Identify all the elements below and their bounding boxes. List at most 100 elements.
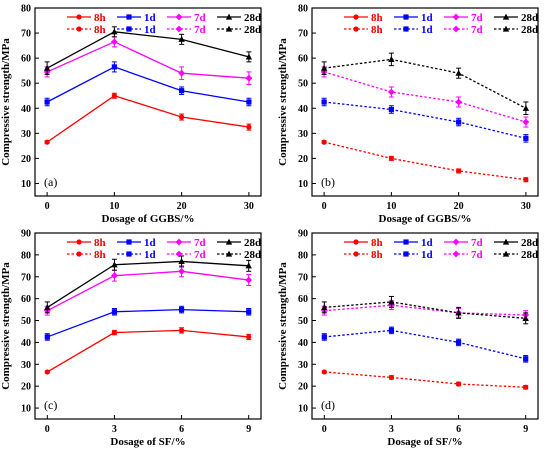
- data-point-1d: [111, 309, 118, 315]
- legend-marker-7d: [452, 13, 460, 21]
- legend-marker-1d: [126, 239, 132, 245]
- legend-label-28d: 28d: [244, 12, 261, 24]
- legend-label-1d: 1d: [144, 237, 156, 249]
- y-tick-label: 80: [298, 4, 308, 15]
- x-tick-label: 6: [456, 424, 461, 435]
- legend-label-7d: 7d: [194, 12, 206, 24]
- y-axis-title: Compressive strength/MPa: [277, 38, 289, 166]
- legend-marker-28d: [502, 238, 510, 245]
- x-tick-label: 30: [521, 201, 531, 212]
- legend-marker-1d: [126, 14, 132, 20]
- x-tick-label: 0: [322, 201, 327, 212]
- legend-label-8h: 8h: [94, 24, 106, 36]
- plot-frame: [34, 7, 262, 197]
- y-tick-label: 80: [21, 250, 31, 261]
- data-point-1d: [111, 64, 117, 70]
- legend-marker-8h: [353, 14, 359, 20]
- y-tick-label: 70: [298, 29, 308, 40]
- data-point-7d: [245, 276, 253, 284]
- data-point-28d: [455, 69, 462, 76]
- legend-marker-8h: [76, 26, 82, 32]
- y-tick-label: 80: [21, 4, 31, 15]
- y-tick-label: 30: [298, 360, 308, 371]
- legend-label-8h: 8h: [371, 249, 383, 261]
- y-tick-label: 60: [21, 294, 31, 305]
- data-point-28d: [111, 261, 118, 268]
- data-point-28d: [245, 262, 252, 269]
- series-line-7d: [47, 270, 249, 312]
- data-point-8h: [44, 369, 50, 375]
- legend-label-1d: 1d: [421, 237, 433, 249]
- panel-label: (a): [44, 175, 57, 189]
- series-line-8h: [323, 141, 526, 181]
- series-line-1d: [46, 66, 250, 103]
- y-tick-label: 10: [298, 179, 308, 190]
- x-tick-label: 3: [112, 424, 117, 435]
- y-tick-label: 50: [21, 79, 31, 90]
- legend-label-28d: 28d: [521, 249, 538, 261]
- legend-marker-8h: [353, 239, 359, 245]
- legend-label-7d: 7d: [194, 237, 206, 249]
- legend-label-7d: 7d: [471, 237, 483, 249]
- legend-label-7d: 7d: [471, 12, 483, 24]
- legend-label-8h: 8h: [94, 237, 106, 249]
- legend-label-7d: 7d: [194, 24, 206, 36]
- y-tick-label: 80: [298, 250, 308, 261]
- data-point-28d: [455, 309, 462, 316]
- data-point-7d: [522, 118, 530, 126]
- legend-label-7d: 7d: [471, 24, 483, 36]
- data-point-7d: [245, 74, 253, 82]
- legend-marker-8h: [353, 26, 359, 32]
- data-point-1d: [523, 356, 529, 362]
- y-tick-label: 40: [21, 338, 31, 349]
- y-tick-label: 40: [298, 338, 308, 349]
- legend-marker-8h: [353, 251, 359, 257]
- data-point-28d: [522, 314, 529, 321]
- legend-marker-8h: [76, 239, 82, 245]
- data-point-28d: [522, 104, 530, 111]
- x-tick-label: 0: [322, 424, 327, 435]
- panel-label: (c): [44, 398, 57, 412]
- data-point-8h: [246, 124, 252, 130]
- chart-panel-c: 10 20 30 40 50 60 70 80 90 0 3 6 9 Dosage of SF/% Comp…: [0, 229, 262, 448]
- legend-marker-1d: [126, 251, 132, 257]
- data-point-8h: [388, 155, 394, 161]
- y-tick-label: 50: [298, 316, 308, 327]
- series-line-28d: [324, 301, 526, 319]
- data-point-28d: [178, 258, 185, 265]
- legend-label-1d: 1d: [421, 12, 433, 24]
- x-tick-label: 9: [523, 424, 528, 435]
- series-line-28d: [324, 58, 527, 109]
- data-point-1d: [388, 106, 394, 113]
- x-tick-label: 10: [386, 201, 396, 212]
- data-point-28d: [320, 64, 328, 71]
- y-tick-label: 90: [21, 229, 31, 240]
- y-tick-label: 60: [298, 54, 308, 65]
- data-point-8h: [111, 93, 117, 99]
- chart-panel-d: 10 20 30 40 50 60 70 80 90 0 3 6 9 Dosage of SF/% Comp…: [277, 229, 539, 448]
- legend-marker-8h: [76, 251, 82, 257]
- data-point-8h: [321, 139, 327, 145]
- data-point-1d: [246, 99, 252, 105]
- data-point-8h: [44, 139, 50, 145]
- y-axis-title: Compressive strength/MPa: [277, 262, 289, 390]
- data-point-1d: [455, 339, 462, 346]
- data-point-8h: [523, 177, 529, 183]
- series-line-1d: [47, 308, 249, 338]
- legend-label-1d: 1d: [144, 249, 156, 261]
- legend-label-8h: 8h: [94, 249, 106, 261]
- legend-label-28d: 28d: [244, 24, 261, 36]
- legend-marker-28d: [225, 13, 233, 20]
- legend-marker-7d: [452, 250, 460, 258]
- panel-label: (b): [321, 175, 335, 189]
- legend-label-28d: 28d: [521, 12, 538, 24]
- legend-marker-28d: [225, 238, 233, 245]
- legend-marker-1d: [403, 14, 409, 20]
- data-point-1d: [44, 99, 50, 105]
- y-tick-label: 60: [298, 294, 308, 305]
- y-tick-label: 20: [298, 382, 308, 393]
- data-point-1d: [179, 88, 185, 94]
- data-point-7d: [110, 38, 118, 46]
- legend-marker-28d: [502, 25, 510, 32]
